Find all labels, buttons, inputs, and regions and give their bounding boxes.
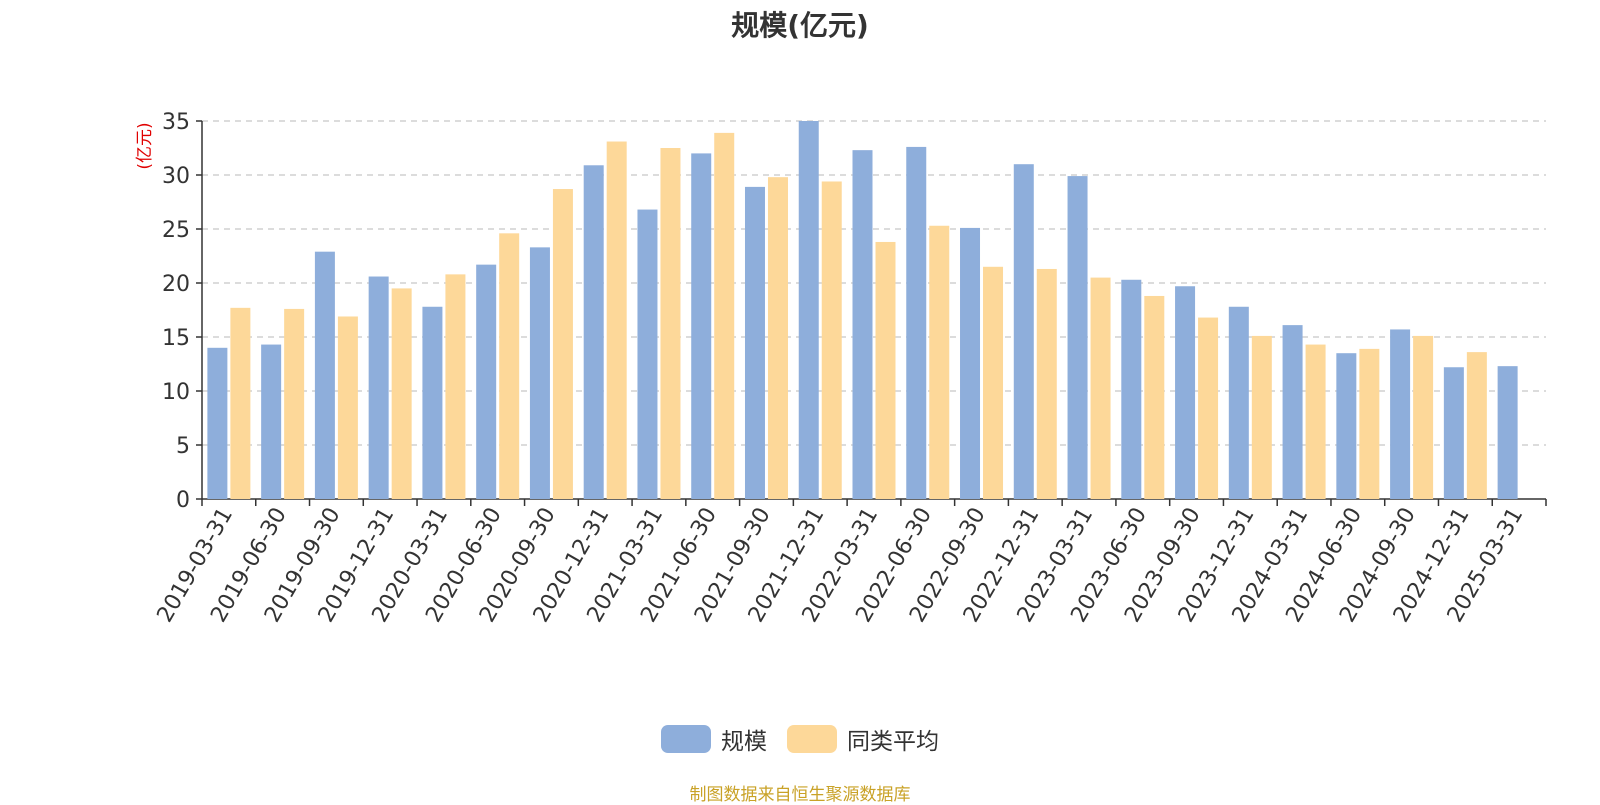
y-tick-label: 25 [162, 218, 190, 243]
bar [691, 153, 712, 499]
bar [1090, 277, 1111, 499]
legend-label-peer-average: 同类平均 [847, 729, 939, 755]
bar [552, 189, 573, 500]
bar [368, 276, 389, 499]
y-axis-label: (亿元) [135, 122, 155, 169]
bar [637, 209, 658, 499]
bar [1198, 317, 1219, 499]
bar [445, 274, 466, 499]
chart-title: 规模(亿元) [731, 9, 869, 42]
bar [1228, 306, 1249, 499]
y-tick-label: 15 [162, 326, 190, 351]
bar [960, 227, 981, 500]
bar [261, 344, 282, 499]
bar [476, 264, 497, 499]
bar [284, 308, 305, 499]
bar [1443, 367, 1464, 499]
bar [906, 146, 927, 500]
y-tick-label: 0 [176, 488, 190, 513]
bar [1390, 329, 1411, 499]
bar [852, 150, 873, 499]
bar [1013, 164, 1034, 499]
source-note: 制图数据来自恒生聚源数据库 [689, 785, 911, 805]
bar [1175, 286, 1196, 499]
legend: 规模 同类平均 [0, 722, 1600, 756]
bar [1413, 335, 1434, 499]
bar [1359, 348, 1380, 499]
bar [337, 316, 358, 499]
legend-item-scale[interactable]: 规模 [661, 722, 767, 756]
bar [422, 306, 443, 499]
bar [1067, 176, 1088, 499]
bar [875, 241, 896, 499]
y-tick-label: 30 [162, 164, 190, 189]
y-tick-label: 10 [162, 380, 190, 405]
bar [1466, 352, 1487, 499]
bar [929, 225, 950, 499]
legend-item-peer-average[interactable]: 同类平均 [787, 722, 939, 756]
bar [1144, 295, 1165, 499]
bar [660, 148, 681, 499]
bar [1121, 279, 1142, 499]
bar [1036, 268, 1057, 499]
bar [1251, 335, 1272, 499]
bar [529, 247, 550, 499]
bar [391, 288, 412, 499]
bar [744, 186, 765, 499]
bar [230, 307, 251, 499]
legend-swatch-peer-average [787, 725, 837, 753]
y-tick-label: 35 [162, 110, 190, 135]
legend-swatch-scale [661, 725, 711, 753]
bar [606, 141, 627, 499]
bar [767, 177, 788, 499]
bar [798, 121, 819, 499]
bar [714, 132, 735, 499]
bar [207, 347, 228, 499]
bar [1497, 366, 1518, 499]
bar [1305, 344, 1326, 499]
y-tick-label: 5 [176, 434, 190, 459]
legend-label-scale: 规模 [721, 729, 767, 755]
bar [983, 266, 1004, 499]
bar [1282, 325, 1303, 499]
y-tick-label: 20 [162, 272, 190, 297]
bar [499, 233, 520, 499]
bar [583, 165, 604, 499]
bar [1336, 353, 1357, 499]
bar [314, 251, 335, 499]
bar [821, 181, 842, 500]
